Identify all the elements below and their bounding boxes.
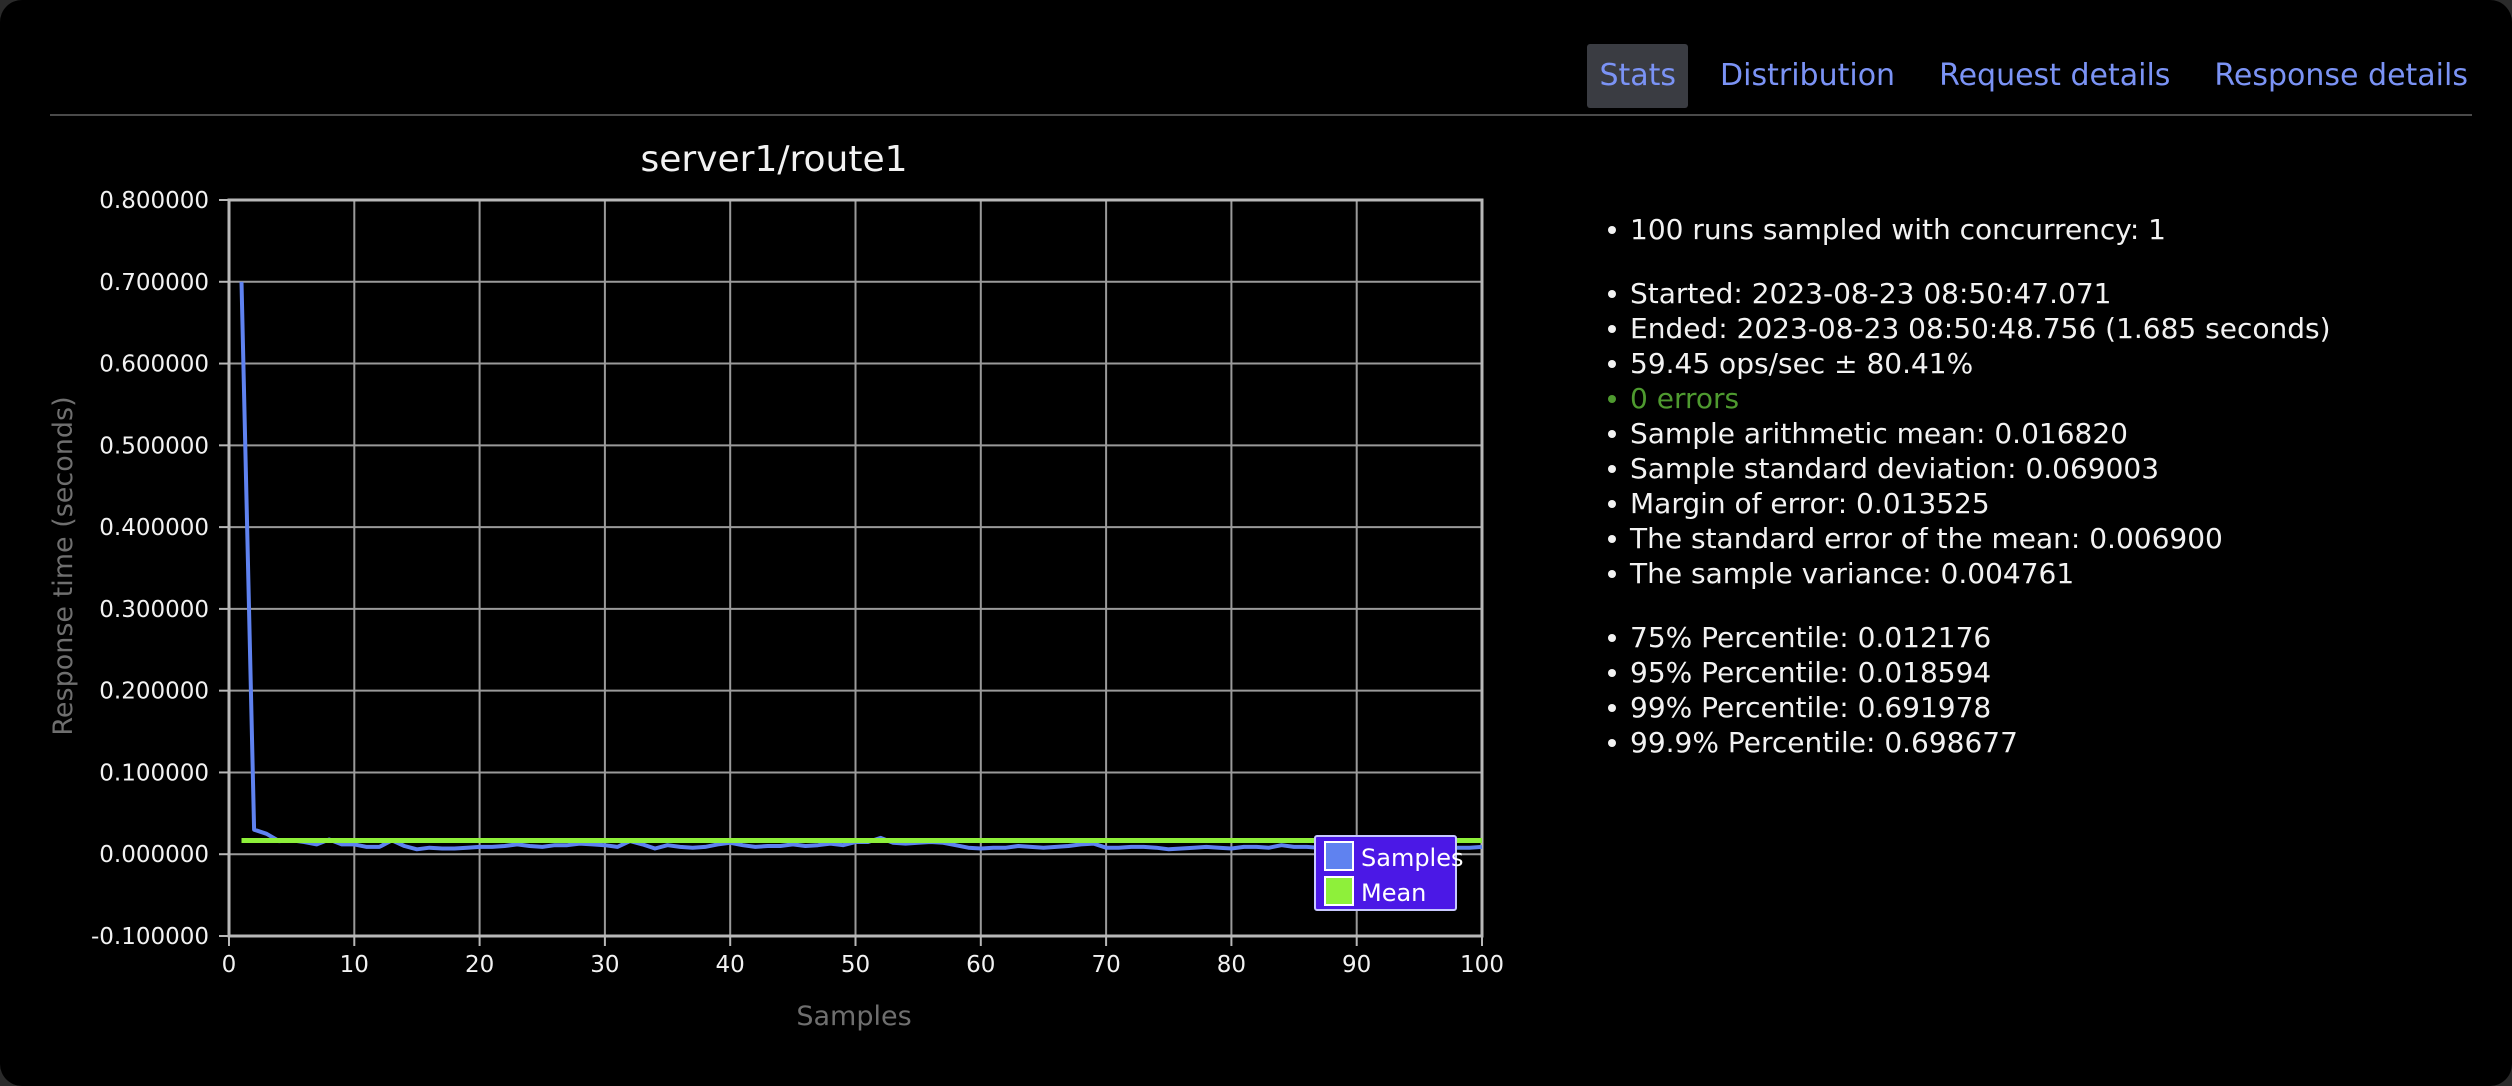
y-tick-label: 0.100000	[99, 760, 209, 786]
y-tick-label: 0.000000	[99, 842, 209, 868]
x-tick-label: 50	[841, 952, 870, 978]
legend-samples-swatch	[1324, 841, 1354, 871]
error-count: 0 errors	[1608, 381, 2484, 416]
tab-response-details[interactable]: Response details	[2214, 58, 2468, 93]
percentile-95: 95% Percentile: 0.018594	[1608, 655, 2484, 690]
x-axis-label: Samples	[796, 1001, 911, 1032]
chart-grid	[227, 198, 1484, 938]
percentile-75: 75% Percentile: 0.012176	[1608, 620, 2484, 655]
chart-series	[239, 281, 1483, 852]
sample-stddev: Sample standard deviation: 0.069003	[1608, 451, 2484, 486]
sample-variance: The sample variance: 0.004761	[1608, 556, 2484, 591]
series-samples-line	[239, 281, 1483, 852]
y-tick-label: 0.600000	[99, 352, 209, 378]
stats-percentile-list: 75% Percentile: 0.012176 95% Percentile:…	[1604, 620, 2484, 760]
x-tick-label: 60	[966, 952, 995, 978]
tab-stats[interactable]: Stats	[1587, 44, 1689, 108]
x-tick-label: 0	[222, 952, 237, 978]
x-tick-label: 70	[1091, 952, 1120, 978]
stats-timing-list: Started: 2023-08-23 08:50:47.071 Ended: …	[1604, 276, 2484, 591]
ops-per-sec: 59.45 ops/sec ± 80.41%	[1608, 346, 2484, 381]
sample-mean: Sample arithmetic mean: 0.016820	[1608, 416, 2484, 451]
percentile-99: 99% Percentile: 0.691978	[1608, 690, 2484, 725]
y-tick-labels: 0.800000 0.700000 0.600000 0.500000 0.400000…	[91, 188, 229, 950]
y-tick-label: 0.300000	[99, 597, 209, 623]
ended-time: Ended: 2023-08-23 08:50:48.756 (1.685 se…	[1608, 311, 2484, 346]
x-tick-label: 40	[716, 952, 745, 978]
x-tick-label: 30	[590, 952, 619, 978]
x-tick-label: 90	[1342, 952, 1371, 978]
stats-panel: 100 runs sampled with concurrency: 1 Sta…	[1604, 212, 2484, 789]
x-tick-label: 100	[1460, 952, 1504, 978]
y-tick-label: 0.700000	[99, 270, 209, 296]
stats-summary-list: 100 runs sampled with concurrency: 1	[1604, 212, 2484, 247]
header-divider	[50, 114, 2472, 116]
started-time: Started: 2023-08-23 08:50:47.071	[1608, 276, 2484, 311]
y-tick-label: 0.800000	[99, 188, 209, 214]
y-tick-label: 0.200000	[99, 679, 209, 705]
x-tick-label: 10	[340, 952, 369, 978]
y-tick-label: -0.100000	[91, 924, 209, 950]
x-tick-label: 80	[1217, 952, 1246, 978]
legend-mean-label: Mean	[1361, 879, 1426, 907]
chart-panel: server1/route1 0.800000 0.700000 0.600000 0…	[0, 120, 1560, 1060]
x-tick-label: 20	[465, 952, 494, 978]
y-tick-label: 0.500000	[99, 433, 209, 459]
runs-info: 100 runs sampled with concurrency: 1	[1608, 212, 2484, 247]
percentile-99-9: 99.9% Percentile: 0.698677	[1608, 725, 2484, 760]
response-time-chart: server1/route1 0.8000000.7000000.6000000…	[48, 139, 1504, 1032]
margin-of-error: Margin of error: 0.013525	[1608, 486, 2484, 521]
chart-title: server1/route1	[640, 139, 907, 180]
standard-error: The standard error of the mean: 0.006900	[1608, 521, 2484, 556]
tab-request-details[interactable]: Request details	[1939, 58, 2171, 93]
legend-mean-swatch	[1324, 876, 1354, 906]
tab-distribution[interactable]: Distribution	[1720, 58, 1896, 93]
y-tick-label: 0.400000	[99, 515, 209, 541]
x-tick-labels: 0 10 20 30 40 50 60 70 80 90 100	[222, 936, 1504, 978]
chart-legend: Samples Mean	[1314, 835, 1464, 911]
tab-bar: Stats Distribution Request details Respo…	[1567, 44, 2480, 108]
legend-samples-label: Samples	[1361, 844, 1464, 872]
y-axis-label: Response time (seconds)	[48, 396, 79, 735]
